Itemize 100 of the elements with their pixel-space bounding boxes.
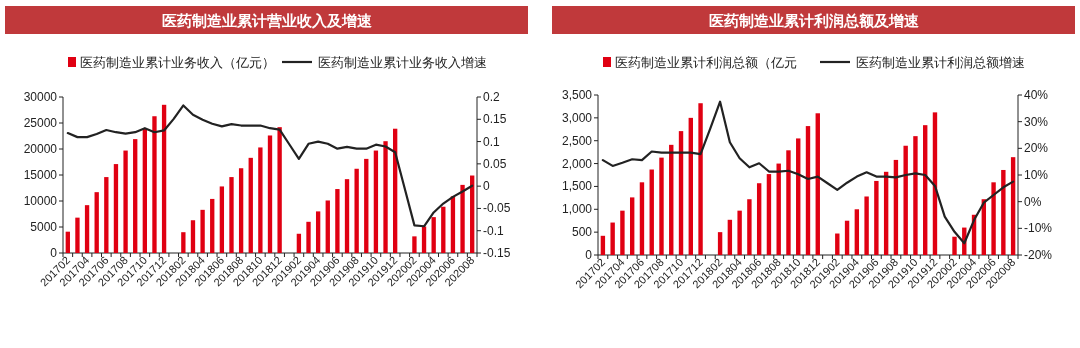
bar <box>431 217 436 253</box>
bar <box>421 226 427 253</box>
y2-tick-label: -0.15 <box>483 246 511 260</box>
y2-tick-label: 20% <box>1024 141 1049 156</box>
bar <box>267 135 273 253</box>
y-tick-label: 1,500 <box>561 179 593 194</box>
bar <box>75 217 80 253</box>
bar <box>717 232 723 255</box>
legend-label: 医药制造业累计业务收入（亿元） <box>80 56 275 70</box>
bar <box>325 200 330 253</box>
bar <box>238 168 244 253</box>
y2-tick-label: -20% <box>1024 248 1053 262</box>
y-tick-label: 15000 <box>23 168 58 182</box>
bar <box>200 209 205 253</box>
y-tick-label: 3,500 <box>561 88 593 102</box>
bar <box>600 235 606 255</box>
bar <box>747 199 752 255</box>
bar <box>383 141 388 253</box>
y-tick-label: 3,000 <box>561 110 593 125</box>
bar <box>678 131 684 255</box>
bar <box>610 222 615 255</box>
bar <box>219 186 225 253</box>
bar <box>335 189 340 253</box>
bar <box>698 103 703 255</box>
bar <box>181 232 186 253</box>
legend-label: 医药制造业累计业务收入增速 <box>318 56 487 70</box>
y-tick-label: 20000 <box>23 142 58 156</box>
y2-tick-label: 30% <box>1024 114 1049 129</box>
bar <box>952 236 957 255</box>
chart-title: 医药制造业累计利润总额及增速 <box>708 12 920 29</box>
bar <box>65 231 70 253</box>
bar <box>835 233 840 255</box>
bar <box>315 211 321 253</box>
bar <box>649 169 654 255</box>
bar <box>874 180 879 255</box>
bar <box>354 168 359 253</box>
bar <box>94 192 99 253</box>
bar <box>277 127 282 253</box>
y-tick-label: 2,000 <box>561 156 593 171</box>
y2-tick-label: 40% <box>1024 88 1049 102</box>
bar <box>113 164 119 253</box>
bar <box>190 220 196 253</box>
bar <box>373 150 379 253</box>
bar <box>620 210 625 255</box>
y2-tick-label: 0.2 <box>483 90 501 104</box>
bar <box>344 179 350 253</box>
bar <box>786 150 791 255</box>
bar <box>844 220 850 255</box>
bar <box>296 233 302 253</box>
bar <box>248 157 253 253</box>
bar <box>629 197 635 255</box>
legend-label: 医药制造业累计利润总额增速 <box>856 56 1025 70</box>
y-tick-label: 30000 <box>23 90 58 104</box>
y-tick-label: 10000 <box>23 194 58 208</box>
bar <box>229 177 234 253</box>
bar <box>854 209 860 255</box>
y-tick-label: 0 <box>50 246 58 260</box>
bar <box>210 198 215 253</box>
y-tick-label: 1,000 <box>561 202 593 217</box>
bar <box>133 139 138 253</box>
y2-tick-label: 10% <box>1024 168 1049 182</box>
bar <box>104 177 109 253</box>
y2-tick-label: -0.1 <box>483 223 504 238</box>
bar <box>84 205 90 253</box>
bar <box>727 219 733 255</box>
bar <box>306 221 311 253</box>
y2-tick-label: 0.15 <box>483 112 507 127</box>
bar <box>913 136 918 255</box>
bar <box>688 117 693 255</box>
bar <box>364 158 369 253</box>
bar <box>470 175 475 253</box>
bar <box>991 182 996 255</box>
bar <box>412 236 417 253</box>
y2-tick-label: 0.1 <box>483 134 501 149</box>
bar <box>142 128 147 253</box>
bar <box>123 150 128 253</box>
bar <box>659 157 664 255</box>
bar <box>441 206 446 253</box>
y-tick-label: 2,500 <box>561 133 593 148</box>
bar <box>756 183 762 255</box>
bar <box>864 196 869 255</box>
bar <box>152 116 157 253</box>
y-tick-label: 5000 <box>30 220 58 234</box>
bar <box>737 210 742 255</box>
y-tick-label: 0 <box>585 248 593 262</box>
bar <box>1010 157 1016 255</box>
line-series <box>66 104 474 228</box>
y2-tick-label: -10% <box>1024 221 1053 236</box>
line-series <box>601 100 1015 245</box>
bar <box>161 104 167 253</box>
bar <box>766 174 772 255</box>
bar <box>460 184 465 253</box>
legend-label: 医药制造业累计利润总额（亿元 <box>615 56 797 70</box>
bar <box>815 113 820 255</box>
bar <box>1001 169 1006 255</box>
chart-title: 医药制造业累计营业收入及增速 <box>161 12 373 29</box>
bar <box>903 145 908 255</box>
bar <box>639 182 645 255</box>
y-tick-label: 25000 <box>23 116 58 130</box>
bar <box>258 147 263 253</box>
